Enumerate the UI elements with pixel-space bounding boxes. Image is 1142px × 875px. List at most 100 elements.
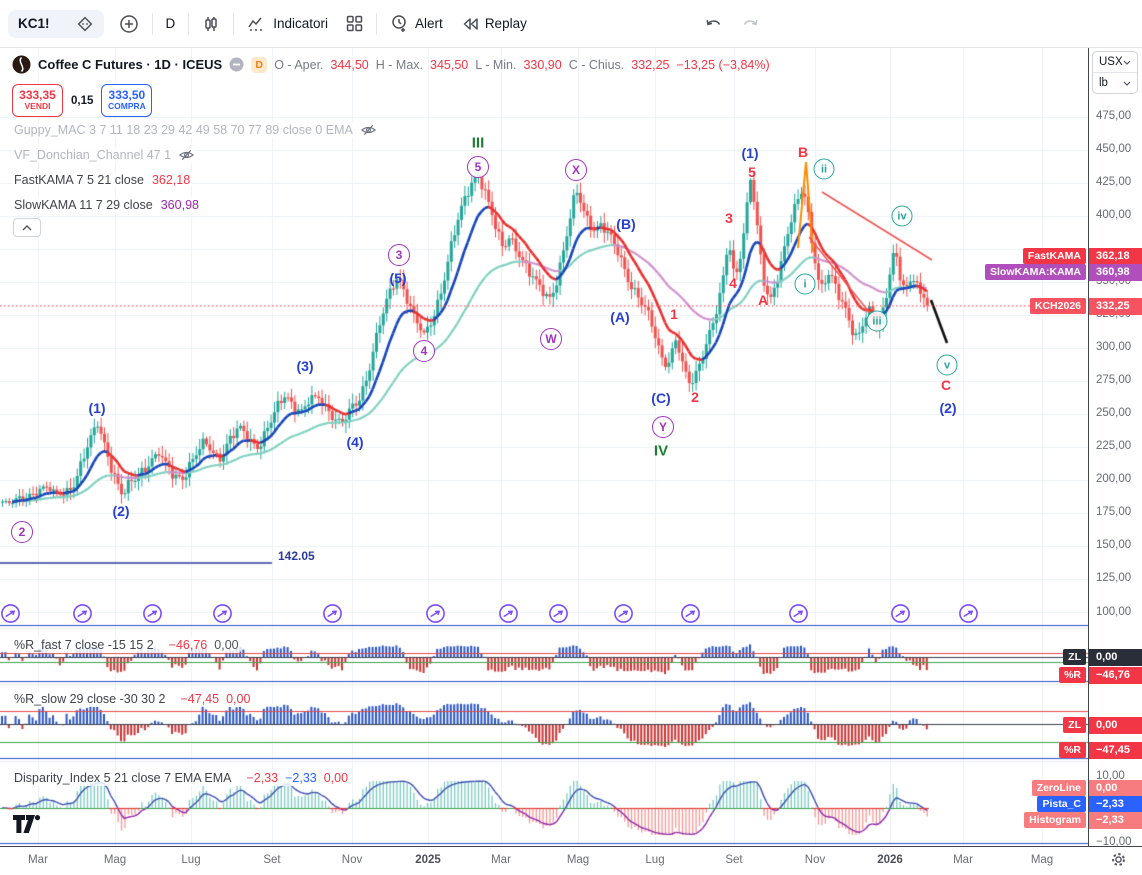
wave-label[interactable]: (4) xyxy=(346,434,364,450)
minus-circle-icon[interactable] xyxy=(229,57,244,72)
tradingview-logo[interactable] xyxy=(13,815,43,838)
legend-values: −47,45 0,00 xyxy=(173,692,250,706)
event-marker-icon[interactable] xyxy=(890,603,911,629)
unit-label: lb xyxy=(1099,77,1108,89)
wave-label[interactable]: ii xyxy=(813,158,835,180)
wave-label[interactable]: iv xyxy=(891,205,913,227)
unit-dropdown[interactable]: lb xyxy=(1093,73,1137,93)
event-marker-icon[interactable] xyxy=(322,603,343,629)
wave-label[interactable]: (B) xyxy=(616,216,636,232)
series-name-badge: ZeroLine xyxy=(1031,780,1086,796)
wave-label[interactable]: (C) xyxy=(651,390,671,406)
event-marker-icon[interactable] xyxy=(425,603,446,629)
undo-arrow-icon xyxy=(706,19,721,25)
series-name-badge: ZL xyxy=(1063,649,1086,665)
wave-label[interactable]: i xyxy=(794,273,816,295)
price-level-label[interactable]: 142.05 xyxy=(278,549,315,563)
event-marker-icon[interactable] xyxy=(680,603,701,629)
event-marker-icon[interactable] xyxy=(498,603,519,629)
wave-label[interactable]: (1) xyxy=(88,400,106,416)
series-name-badge: %R xyxy=(1059,667,1086,683)
time-label: Mar xyxy=(953,854,973,866)
wave-label[interactable]: IV xyxy=(653,442,669,460)
undo-button[interactable] xyxy=(696,8,732,40)
collapse-legend-button[interactable] xyxy=(13,218,41,237)
legend-fastkama[interactable]: FastKAMA 7 5 21 close 362,18 xyxy=(12,172,193,188)
wave-label[interactable]: 3 xyxy=(388,244,410,266)
event-marker-icon[interactable] xyxy=(142,603,163,629)
coffee-bean-icon xyxy=(12,55,31,74)
wave-label[interactable]: (5) xyxy=(389,270,407,286)
wave-label[interactable]: III xyxy=(471,134,485,152)
settings-gear-icon[interactable] xyxy=(1110,851,1127,873)
axis-price-badge: 0,00 xyxy=(1089,716,1142,734)
redo-button[interactable] xyxy=(732,8,768,40)
wave-label[interactable]: (2) xyxy=(112,503,130,519)
sell-button[interactable]: 333,35 VENDI xyxy=(12,84,63,117)
wave-label[interactable]: 4 xyxy=(413,340,435,362)
axis-price-badge: −2,33 xyxy=(1089,795,1142,813)
price-tick: 225,00 xyxy=(1096,440,1132,452)
legend-donchian[interactable]: VF_Donchian_Channel 47 1 xyxy=(12,147,197,163)
visibility-off-icon[interactable] xyxy=(179,148,195,162)
wave-label[interactable]: 4 xyxy=(729,275,737,291)
legend-wr-fast[interactable]: %R_fast 7 close -15 15 2 −46,76 0,00 xyxy=(12,637,241,653)
pane-title[interactable]: Coffee C Futures · 1D · ICEUS xyxy=(38,57,223,72)
wave-label[interactable]: C xyxy=(940,377,952,393)
wave-label[interactable]: 3 xyxy=(725,210,733,226)
event-marker-icon[interactable] xyxy=(958,603,979,629)
wave-label[interactable]: Y xyxy=(652,416,674,438)
event-marker-icon[interactable] xyxy=(212,603,233,629)
wave-label[interactable]: 5 xyxy=(748,164,756,180)
add-symbol-button[interactable] xyxy=(110,8,148,40)
low-label: L - Min. xyxy=(475,57,517,72)
timeframe-button[interactable]: D xyxy=(157,8,185,40)
chart-pane-header: Coffee C Futures · 1D · ICEUS D O - Aper… xyxy=(12,55,770,74)
close-label: C - Chius. xyxy=(568,57,625,72)
series-name-badge: %R xyxy=(1059,742,1086,758)
chart-canvas[interactable] xyxy=(0,47,1088,845)
legend-disparity[interactable]: Disparity_Index 5 21 close 7 EMA EMA −2,… xyxy=(12,770,351,786)
wave-label[interactable]: 5 xyxy=(467,156,489,178)
chart-style-button[interactable] xyxy=(193,8,229,40)
wave-label[interactable]: (3) xyxy=(296,358,314,374)
event-marker-icon[interactable] xyxy=(0,603,21,629)
currency-dropdown[interactable]: USX xyxy=(1093,52,1137,72)
layout-grid-button[interactable] xyxy=(337,8,372,40)
wave-label[interactable]: iii xyxy=(866,310,888,332)
wave-label[interactable]: 2 xyxy=(691,389,699,405)
buy-price: 333,50 xyxy=(108,88,146,103)
toolbar-separator xyxy=(151,12,153,35)
price-tick: 450,00 xyxy=(1096,143,1132,155)
interval-badge: D xyxy=(251,56,268,73)
wave-label[interactable]: W xyxy=(540,328,562,350)
rewind-icon xyxy=(463,17,478,30)
wave-label[interactable]: v xyxy=(936,354,958,376)
wave-label[interactable]: (A) xyxy=(610,309,630,325)
wave-label[interactable]: 1 xyxy=(670,306,678,322)
wave-label[interactable]: (2) xyxy=(939,400,957,416)
replay-button[interactable]: Replay xyxy=(452,8,536,40)
event-marker-icon[interactable] xyxy=(72,603,93,629)
price-axis[interactable]: USX lb 475,00450,00425,00400,00350,00325… xyxy=(1089,47,1142,848)
event-marker-icon[interactable] xyxy=(548,603,569,629)
visibility-off-icon[interactable] xyxy=(360,123,376,137)
event-marker-icon[interactable] xyxy=(788,603,809,629)
legend-slowkama[interactable]: SlowKAMA 11 7 29 close 360,98 xyxy=(12,197,201,213)
wave-label[interactable]: 2 xyxy=(11,521,33,543)
wave-label[interactable]: X xyxy=(565,159,587,181)
legend-wr-slow[interactable]: %R_slow 29 close -30 30 2 −47,45 0,00 xyxy=(12,691,253,707)
wave-label[interactable]: A xyxy=(757,292,769,308)
alert-button[interactable]: Alert xyxy=(381,8,452,40)
wave-label[interactable]: B xyxy=(797,144,809,160)
buy-button[interactable]: 333,50 COMPRA xyxy=(101,84,153,117)
indicators-button[interactable]: Indicatori xyxy=(238,8,337,40)
axis-unit-selector: USX lb xyxy=(1092,51,1138,94)
time-axis[interactable]: Mar Mag Lug Set Nov 2025 Mar Mag Lug Set Nov 2026 Ma… xyxy=(0,846,1142,875)
symbol-search-button[interactable]: KC1! xyxy=(8,9,104,38)
wave-label[interactable]: (1) xyxy=(741,145,759,161)
legend-value: 0,00 xyxy=(323,771,349,785)
axis-price-badge: 332,25 xyxy=(1089,297,1142,315)
event-marker-icon[interactable] xyxy=(613,603,634,629)
legend-guppy-mac[interactable]: Guppy_MAC 3 7 11 18 23 29 42 49 58 70 77… xyxy=(12,122,378,138)
